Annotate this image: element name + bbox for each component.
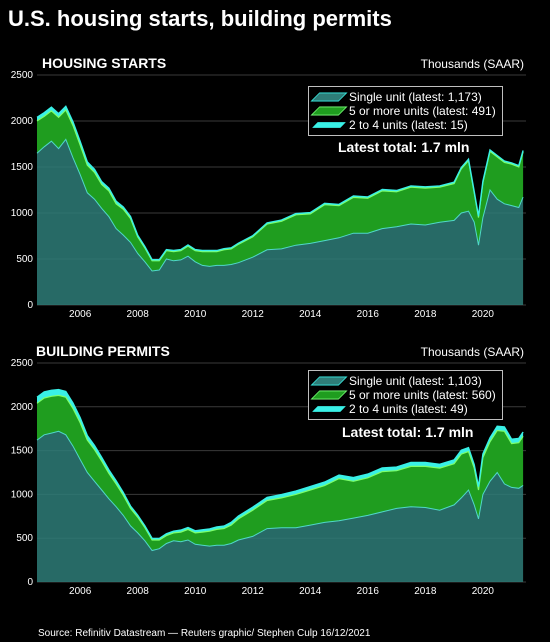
x-tick-label: 2018 xyxy=(414,309,437,320)
building-permits-title: BUILDING PERMITS xyxy=(36,343,170,359)
legend-item-five-plus: 5 or more units (latest: 560) xyxy=(310,388,496,402)
legend-label: 5 or more units (latest: 560) xyxy=(349,388,496,402)
housing-starts-panel: 0 500 1000 1500 2000 2500 2006 2008 2010 2012 2014… xyxy=(0,50,550,320)
y-tick-label: 2000 xyxy=(11,116,34,127)
x-tick-label: 2018 xyxy=(414,586,437,597)
y-tick-label: 0 xyxy=(27,300,33,311)
five-plus-units-area xyxy=(37,110,524,271)
single-unit-line xyxy=(36,138,524,272)
y-tick-label: 2000 xyxy=(11,402,34,413)
building-permits-latest-total: Latest total: 1.7 mln xyxy=(342,424,474,440)
building-permits-chart: 0 500 1000 1500 2000 2500 2006 2008 2010 2012 2014… xyxy=(11,358,526,597)
building-permits-unit-label: Thousands (SAAR) xyxy=(420,345,524,359)
y-tick-label: 1500 xyxy=(11,162,34,173)
y-tick-label: 2500 xyxy=(11,358,34,369)
housing-starts-latest-total: Latest total: 1.7 mln xyxy=(338,139,470,155)
y-tick-label: 2500 xyxy=(11,70,34,81)
two-to-four-units-line xyxy=(36,105,524,261)
x-tick-label: 2006 xyxy=(69,586,92,597)
legend-item-single-unit: Single unit (latest: 1,173) xyxy=(310,90,496,104)
x-tick-label: 2010 xyxy=(184,586,207,597)
y-tick-label: 1500 xyxy=(11,446,34,457)
y-tick-label: 0 xyxy=(27,577,33,588)
housing-starts-chart: 0 500 1000 1500 2000 2500 2006 2008 2010 2012 2014… xyxy=(11,70,526,320)
page-title: U.S. housing starts, building permits xyxy=(8,6,392,31)
five-plus-units-line xyxy=(36,394,524,541)
legend-label: 2 to 4 units (latest: 15) xyxy=(349,118,468,132)
two-to-four-swatch xyxy=(312,122,346,128)
y-tick-label: 500 xyxy=(16,533,33,544)
legend-item-two-to-four: 2 to 4 units (latest: 15) xyxy=(312,118,496,132)
x-tick-label: 2008 xyxy=(127,586,150,597)
x-tick-label: 2014 xyxy=(299,309,322,320)
legend-item-single-unit: Single unit (latest: 1,103) xyxy=(310,374,496,388)
five-plus-swatch xyxy=(310,390,348,400)
source-note: Source: Refinitiv Datastream — Reuters g… xyxy=(38,628,371,639)
x-tick-label: 2008 xyxy=(127,309,150,320)
y-tick-label: 1000 xyxy=(11,489,34,500)
x-tick-label: 2006 xyxy=(69,309,92,320)
y-tick-label: 1000 xyxy=(11,208,34,219)
y-tick-label: 500 xyxy=(16,254,33,265)
legend-label: 5 or more units (latest: 491) xyxy=(349,104,496,118)
legend-item-two-to-four: 2 to 4 units (latest: 49) xyxy=(312,402,496,416)
housing-starts-legend: Single unit (latest: 1,173) 5 or more un… xyxy=(308,86,503,136)
housing-starts-title: HOUSING STARTS xyxy=(42,55,167,71)
single-unit-area xyxy=(37,431,524,582)
x-tick-label: 2020 xyxy=(472,309,495,320)
two-to-four-units-area xyxy=(37,389,524,540)
legend-label: Single unit (latest: 1,103) xyxy=(349,374,482,388)
single-unit-line xyxy=(36,430,524,552)
building-permits-panel: 0 500 1000 1500 2000 2500 2006 2008 2010 2012 2014… xyxy=(0,338,550,600)
single-unit-swatch xyxy=(310,92,348,102)
single-unit-area xyxy=(37,139,524,305)
five-plus-swatch xyxy=(310,106,348,116)
x-tick-label: 2016 xyxy=(357,586,380,597)
legend-label: 2 to 4 units (latest: 49) xyxy=(349,402,468,416)
x-tick-label: 2012 xyxy=(242,586,265,597)
x-tick-label: 2016 xyxy=(357,309,380,320)
single-unit-swatch xyxy=(310,376,348,386)
two-to-four-units-line xyxy=(36,388,524,540)
x-tick-label: 2020 xyxy=(472,586,495,597)
x-tick-label: 2014 xyxy=(299,586,322,597)
x-tick-label: 2012 xyxy=(242,309,265,320)
legend-label: Single unit (latest: 1,173) xyxy=(349,90,482,104)
five-plus-units-area xyxy=(37,395,524,551)
two-to-four-swatch xyxy=(312,406,346,412)
building-permits-legend: Single unit (latest: 1,103) 5 or more un… xyxy=(308,370,503,420)
housing-starts-unit-label: Thousands (SAAR) xyxy=(420,57,524,71)
x-tick-label: 2010 xyxy=(184,309,207,320)
legend-item-five-plus: 5 or more units (latest: 491) xyxy=(310,104,496,118)
